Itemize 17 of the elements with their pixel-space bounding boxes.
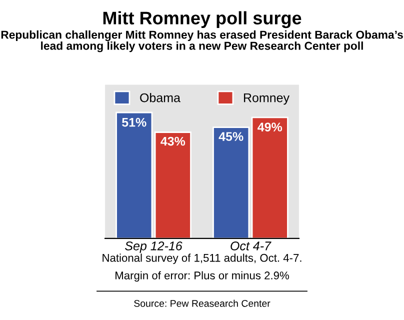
data-label: 43% [160, 136, 186, 146]
bar [212, 126, 250, 238]
bar [154, 132, 192, 238]
chart-subtitle: Republican challenger Mitt Romney has erased President Barack Obama’s lead among likely voters in a new Pew Research Center poll [1, 30, 403, 52]
source-note: Source: Pew Reasearch Center [134, 300, 270, 307]
legend-label: Obama [140, 93, 180, 102]
data-label: 51% [122, 118, 146, 127]
bar [116, 112, 153, 238]
data-label: 45% [218, 132, 244, 141]
bar [251, 116, 288, 238]
data-label: 49% [258, 122, 282, 132]
text: National survey of 1,511 adults, Oct. 4-7. [102, 254, 302, 264]
chart-title: Mitt Romney poll surge [103, 11, 302, 28]
legend-label: Romney [244, 93, 290, 105]
x-tick-label: Oct 4-7 [230, 242, 272, 250]
text: Margin of error: Plus or minus 2.9% [116, 271, 289, 282]
x-tick-label: Sep 12-16 [125, 242, 182, 253]
